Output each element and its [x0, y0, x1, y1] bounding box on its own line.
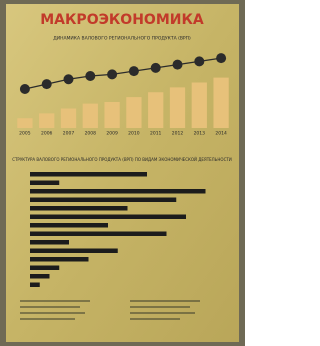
bar: [39, 113, 54, 128]
x-tick-label: 2010: [128, 131, 140, 137]
bar: [30, 266, 59, 271]
x-tick-label: 2014: [215, 131, 227, 137]
bar: [30, 172, 147, 177]
bar: [30, 232, 167, 237]
bar: [30, 283, 40, 288]
bar: [192, 83, 207, 129]
x-tick-label: 2008: [85, 131, 97, 137]
dot: [85, 71, 95, 81]
dot: [42, 79, 52, 89]
bar: [83, 104, 98, 128]
dot: [107, 69, 117, 79]
bar: [30, 223, 108, 228]
bar: [30, 206, 128, 211]
bar: [17, 118, 32, 128]
x-tick-label: 2012: [172, 131, 184, 137]
dot: [173, 60, 183, 70]
chart-title: СТРУКТУРА ВАЛОВОГО РЕГИОНАЛЬНОГО ПРОДУКТ…: [12, 157, 232, 162]
x-tick-label: 2011: [150, 131, 162, 137]
poster: МАКРОЭКОНОМИКА ДИНАМИКА ВАЛОВОГО РЕГИОНА…: [0, 0, 245, 346]
bar: [30, 181, 59, 186]
bar: [30, 257, 89, 262]
bar: [30, 240, 69, 245]
bar: [30, 198, 176, 203]
poster-title: МАКРОЭКОНОМИКА: [40, 12, 204, 28]
dot: [20, 84, 30, 94]
bar: [213, 78, 228, 128]
bar: [30, 215, 186, 220]
bar: [148, 92, 163, 128]
x-tick-label: 2009: [106, 131, 118, 137]
bar: [30, 274, 50, 279]
bar: [30, 189, 206, 194]
bar: [170, 87, 185, 128]
x-tick-label: 2006: [41, 131, 53, 137]
x-tick-label: 2007: [63, 131, 75, 137]
x-tick-label: 2005: [19, 131, 31, 137]
dot: [151, 63, 161, 73]
bar: [61, 109, 76, 129]
bar: [30, 249, 118, 254]
x-tick-label: 2013: [194, 131, 206, 137]
dot: [216, 53, 226, 63]
bar: [126, 97, 141, 128]
dot: [194, 56, 204, 66]
chart-subtitle: ДИНАМИКА ВАЛОВОГО РЕГИОНАЛЬНОГО ПРОДУКТА…: [53, 36, 191, 42]
dot: [64, 74, 74, 84]
dot: [129, 66, 139, 76]
bar: [104, 102, 119, 128]
